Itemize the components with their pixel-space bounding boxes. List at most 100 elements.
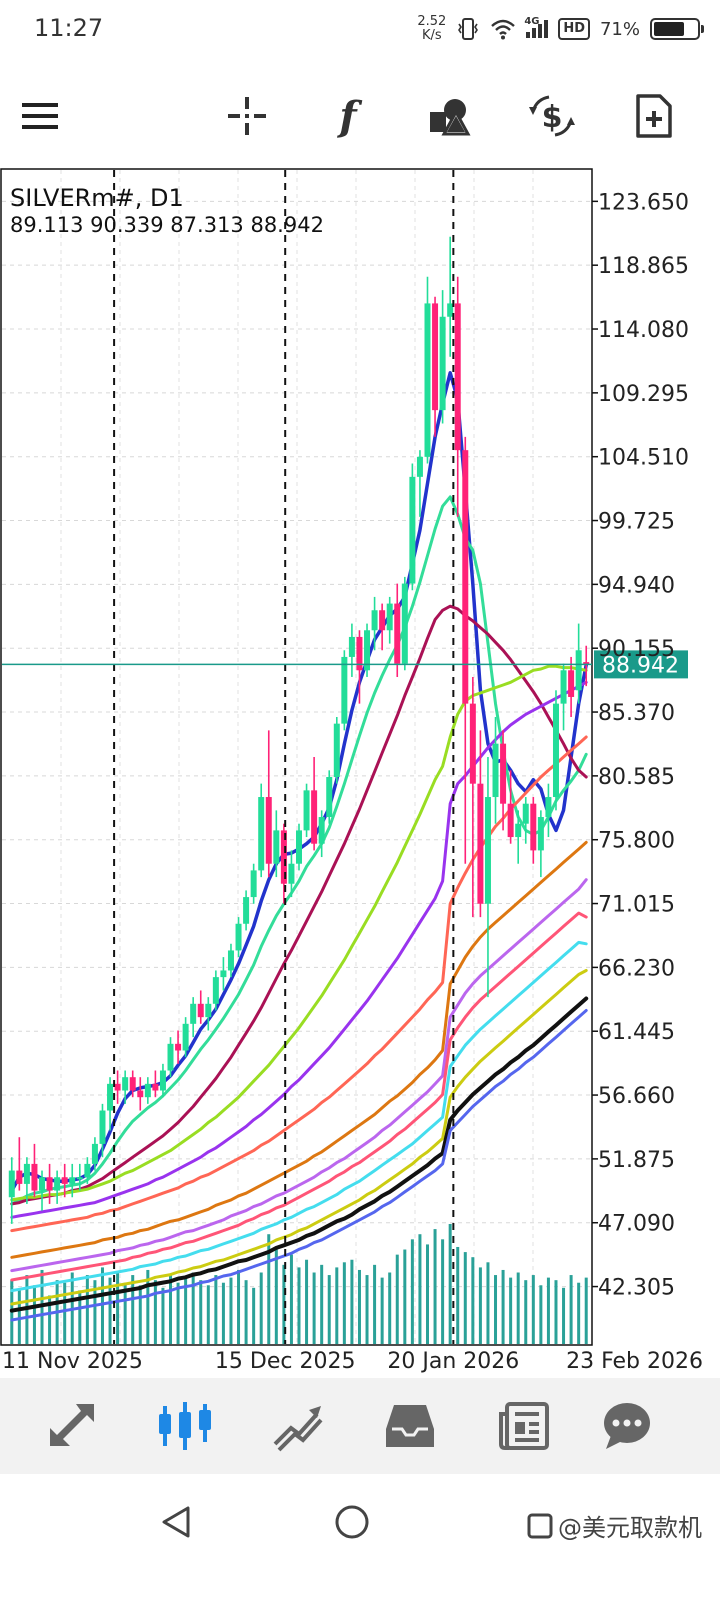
new-order-button[interactable] [624,86,684,146]
crosshair-button[interactable] [217,86,277,146]
candle-body [84,1163,91,1178]
candle-body [409,476,416,584]
candle-body [220,970,227,978]
candle [575,623,582,704]
candle [341,650,348,731]
candle [46,1163,53,1204]
volume-bar [78,1290,82,1344]
nav-chart[interactable] [155,1396,215,1456]
candle-body [364,630,371,671]
price-axis-label: 94.940 [598,573,675,598]
volume-bar [335,1267,339,1344]
candle-body [416,456,423,477]
trade-button[interactable]: $ [522,86,582,146]
nav-quotes[interactable] [42,1396,102,1456]
nav-trade[interactable] [267,1396,327,1456]
candle-body [273,830,280,864]
chart-toolbar: f $ [0,70,720,160]
indicators-icon: f [339,92,357,140]
moving-average-line [10,840,588,1259]
candle [190,997,197,1038]
candle-body [326,777,333,818]
period-separators [113,170,455,1344]
home-button[interactable] [334,1504,370,1544]
symbol-label: SILVERm#, D1 [10,184,184,212]
chart-area[interactable]: 88.942 123.650 118.865 114.080 109.295 104.5… [0,168,720,1378]
candle-body [159,1070,166,1091]
candle-body [462,450,469,704]
candle [16,1137,23,1191]
candle [212,970,219,1011]
volume-bar [410,1239,414,1344]
candle [265,730,272,878]
volume-bar [531,1275,535,1344]
candle [507,770,514,844]
volume-bar [85,1275,89,1344]
candle [568,656,575,717]
status-icons: 2.52 K/s 4G HD 71% [417,12,704,46]
objects-button[interactable] [420,86,480,146]
network-type: 4G [524,16,540,27]
nav-history[interactable] [380,1396,440,1456]
price-axis-label: 75.800 [598,829,675,854]
volume-bar [342,1262,346,1344]
volume-bar [221,1282,225,1344]
net-speed-value: 2.52 [417,14,447,29]
candle [159,1063,166,1098]
candle-body [560,670,567,704]
candle-body [492,743,499,798]
price-axis-label: 114.080 [598,318,689,343]
candle-body [144,1083,151,1098]
volume-bar [116,1272,120,1344]
candle-body [190,1003,197,1024]
volume-bar [494,1275,498,1344]
volume-bar [63,1282,67,1344]
price-axis: 123.650 118.865 114.080 109.295 104.510 99.72… [592,190,689,1301]
candle-body [356,636,363,671]
menu-icon [22,103,58,129]
candle-body [137,1090,144,1098]
price-axis-label: 118.865 [598,254,689,279]
volume-bar [539,1285,543,1344]
chart-frame [0,168,593,1346]
candle-body [107,1083,114,1111]
price-axis-label: 109.295 [598,382,689,407]
moving-average-line [10,969,588,1306]
price-chart[interactable]: 88.942 123.650 118.865 114.080 109.295 104.5… [0,168,720,1378]
price-axis-label: 90.155 [598,637,675,662]
indicators-button[interactable]: f [318,86,378,146]
volume-bar [161,1287,165,1344]
menu-button[interactable] [10,86,70,146]
candle-body [46,1177,53,1191]
volume-bar [441,1239,445,1344]
candle [530,797,537,864]
candle [31,1143,38,1198]
date-axis-label: 15 Dec 2025 [215,1349,356,1374]
candle [394,583,401,677]
candle [99,1103,106,1158]
candle-body [432,303,439,411]
date-axis: 11 Nov 2025 15 Dec 2025 20 Jan 2026 23 Feb … [2,1349,703,1374]
candle-body [469,703,476,784]
volume-bar [305,1259,309,1344]
volume-bar [546,1277,550,1344]
price-axis-label: 42.305 [598,1276,675,1301]
candle-body [545,797,552,818]
volume-bar [478,1267,482,1344]
nav-messages[interactable] [596,1396,656,1456]
volume-bar [297,1267,301,1344]
volume-bar [146,1269,150,1344]
candle [122,1070,129,1104]
recents-icon[interactable] [526,1512,554,1540]
volume-bar [274,1249,278,1344]
volume-bar [577,1282,581,1344]
volume-bar [184,1277,188,1344]
volume-bar [244,1280,248,1344]
back-button[interactable] [158,1504,194,1544]
nav-news[interactable] [493,1396,553,1456]
candle-body [250,870,257,898]
candle-body [91,1143,98,1164]
status-time: 11:27 [34,14,104,42]
candle [137,1077,144,1111]
candle [288,850,295,898]
